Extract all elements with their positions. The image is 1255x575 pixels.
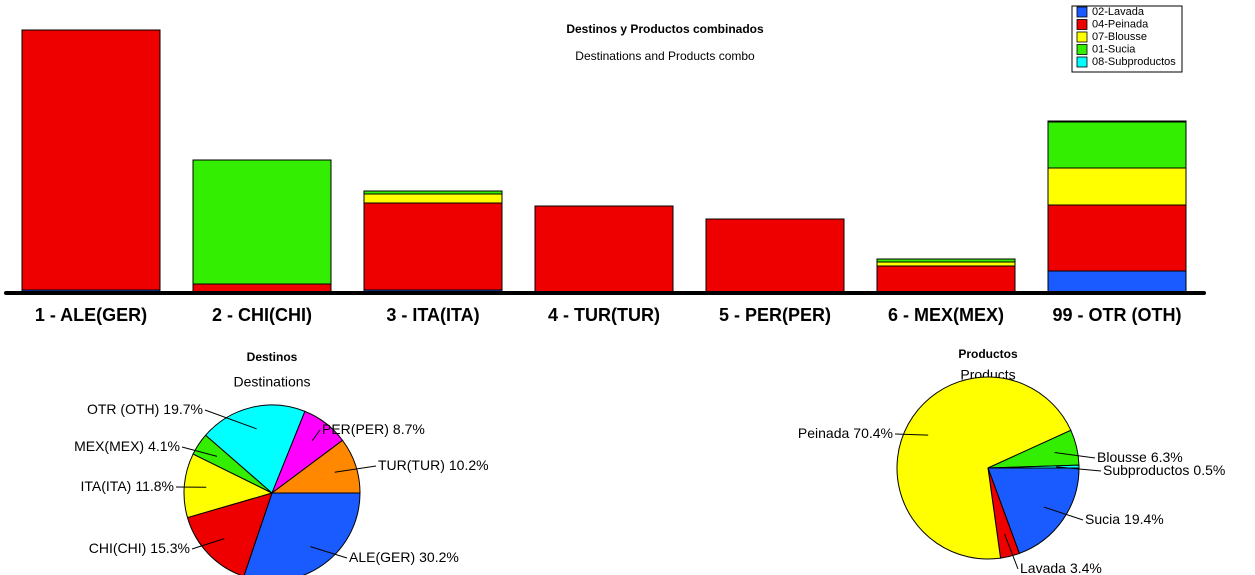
pie-label-category: OTR (OTH) — [87, 401, 159, 417]
pie-label-value: 19.7% — [163, 401, 203, 417]
leader-line — [894, 433, 929, 436]
pie-label: TUR(TUR) 10.2% — [378, 457, 489, 473]
pie-slice — [243, 492, 361, 575]
x-tick-label: 4 - TUR(TUR) — [548, 305, 660, 325]
pie-label: Lavada 3.4% — [1020, 560, 1102, 575]
x-tick-label: 6 - MEX(MEX) — [888, 305, 1004, 325]
legend-swatch — [1076, 44, 1088, 55]
pie-slice — [270, 439, 361, 494]
bar-segment — [876, 265, 1016, 294]
pie-label-category: Blousse — [1097, 449, 1147, 465]
bar-segment — [876, 261, 1016, 267]
leader-line — [191, 538, 225, 550]
pie-label-value: 70.4% — [853, 425, 893, 441]
pie-label: Sucia 19.4% — [1085, 511, 1164, 527]
leader-line — [1056, 466, 1102, 472]
pie-label-category: Peinada — [798, 425, 850, 441]
pie-label-category: PER(PER) — [322, 421, 389, 437]
bar-segment — [192, 159, 332, 285]
pie-label-value: 30.2% — [419, 549, 459, 565]
pie-label: ALE(GER) 30.2% — [349, 549, 459, 565]
legend-label: 07-Blousse — [1092, 31, 1147, 43]
legend-swatch — [1076, 56, 1088, 68]
pie-label-value: 6.3% — [1151, 449, 1183, 465]
pie-label: Blousse 6.3% — [1097, 449, 1183, 465]
leader-line — [310, 546, 348, 559]
bar-segment — [876, 258, 1016, 263]
bar-segment — [21, 29, 161, 291]
pie-slice — [183, 453, 274, 519]
chart-title: Destinos y Productos combinados — [566, 22, 764, 36]
legend-label: 04-Peinada — [1092, 18, 1149, 30]
x-tick-label: 1 - ALE(GER) — [35, 305, 147, 325]
pie-label-value: 3.4% — [1070, 560, 1102, 575]
pie-label-value: 0.5% — [1193, 462, 1225, 478]
pie-label-category: Sucia — [1085, 511, 1120, 527]
pie-slice — [987, 467, 1080, 555]
legend-swatch — [1076, 31, 1088, 43]
pie-label-category: MEX(MEX) — [74, 438, 144, 454]
bar-segment — [705, 218, 845, 294]
x-tick-label: 2 - CHI(CHI) — [212, 305, 312, 325]
pie-label-category: Subproductos — [1103, 462, 1189, 478]
leader-line — [334, 465, 377, 473]
pie-label-value: 15.3% — [150, 540, 190, 556]
chart-subtitle: Destinations and Products combo — [575, 49, 755, 63]
pie-label-value: 11.8% — [135, 478, 174, 494]
leader-line — [1043, 506, 1084, 521]
pie-label-value: 4.1% — [148, 438, 180, 454]
legend-label: 01-Sucia — [1092, 43, 1136, 55]
pie-label-value: 10.2% — [449, 457, 489, 473]
pie-label-value: 8.7% — [393, 421, 425, 437]
leader-line — [181, 446, 218, 457]
pie-label-category: ITA(ITA) — [81, 478, 132, 494]
bar-segment — [1047, 121, 1187, 169]
x-tick-label: 3 - ITA(ITA) — [386, 305, 479, 325]
bar-segment — [363, 190, 503, 195]
pie-slice — [204, 404, 306, 494]
pie-label: ITA(ITA) 11.8% — [81, 478, 174, 494]
leader-line — [204, 409, 257, 430]
legend-swatch — [1076, 6, 1088, 18]
bar-segment — [363, 193, 503, 204]
pie-label: PER(PER) 8.7% — [322, 421, 425, 437]
bar-segment — [363, 202, 503, 291]
pie-label: Subproductos 0.5% — [1103, 462, 1225, 478]
pie-label-value: 19.4% — [1124, 511, 1164, 527]
bar-segment — [1047, 270, 1187, 294]
x-tick-label: 5 - PER(PER) — [719, 305, 831, 325]
bar-segment — [1047, 167, 1187, 206]
leader-line — [1054, 451, 1096, 459]
pie-label: OTR (OTH) 19.7% — [87, 401, 203, 417]
legend-label: 08-Subproductos — [1092, 56, 1176, 68]
legend-swatch — [1076, 19, 1088, 30]
pie-slice — [896, 376, 1072, 560]
leader-line — [311, 429, 321, 442]
bar-segment — [534, 205, 674, 294]
legend-box — [1071, 5, 1183, 73]
pie-label-category: Lavada — [1020, 560, 1066, 575]
legend-label: 02-Lavada — [1092, 6, 1145, 18]
pie-title: Productos — [958, 347, 1018, 361]
pie-subtitle: Destinations — [233, 374, 310, 390]
pie-label: Peinada 70.4% — [798, 425, 893, 441]
pie-title: Destinos — [247, 350, 298, 364]
bar-segment — [1047, 204, 1187, 272]
pie-label-category: CHI(CHI) — [89, 540, 147, 556]
bar-segment — [1047, 120, 1187, 123]
pie-label-category: ALE(GER) — [349, 549, 415, 565]
x-tick-label: 99 - OTR (OTH) — [1053, 305, 1182, 325]
leader-line — [1004, 534, 1019, 570]
pie-label: MEX(MEX) 4.1% — [74, 438, 180, 454]
pie-label: CHI(CHI) 15.3% — [89, 540, 190, 556]
pie-label-category: TUR(TUR) — [378, 457, 445, 473]
